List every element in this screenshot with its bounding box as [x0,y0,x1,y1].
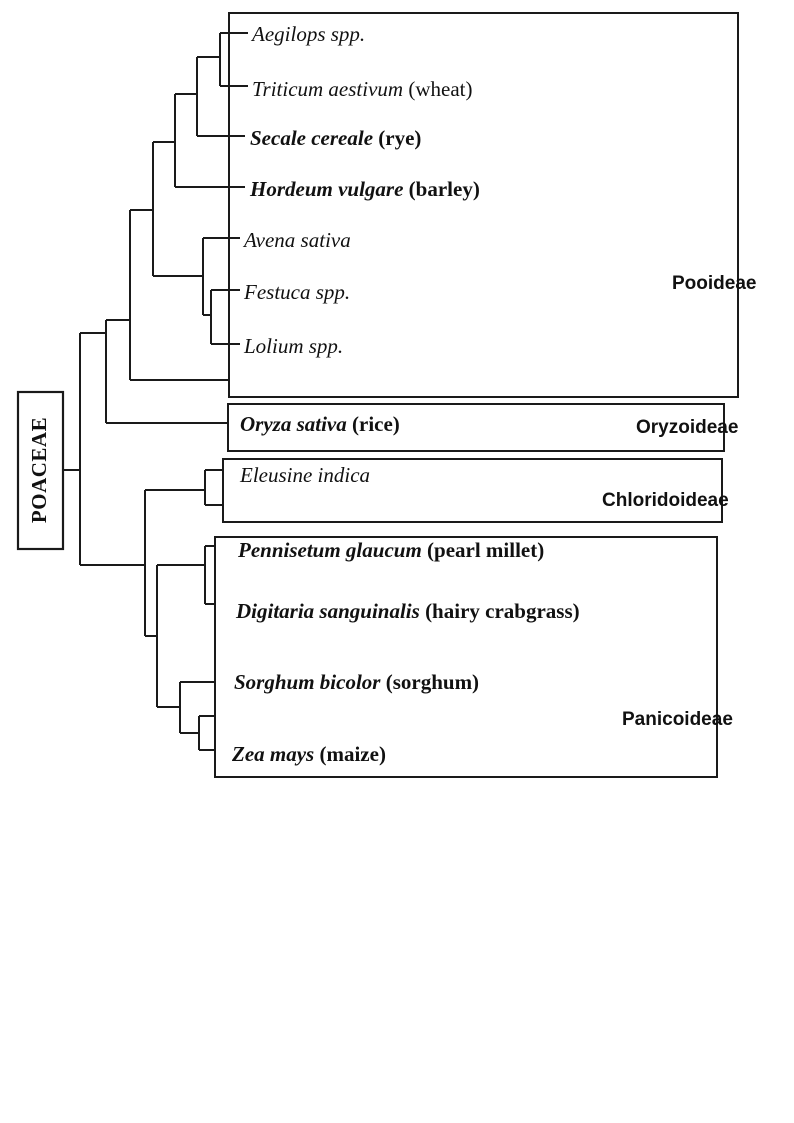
taxon-label-aegilops: Aegilops spp. [250,22,365,46]
taxon-label-lolium: Lolium spp. [243,334,343,358]
taxon-label-zea: Zea mays (maize) [231,742,386,766]
chloridoideae-box [222,458,723,523]
taxon-label-eleusine: Eleusine indica [239,463,370,487]
subfamily-label-panicoideae: Panicoideae [622,709,733,730]
pooideae-box [228,12,739,398]
oryzoideae-box [227,403,725,452]
tree-branches [63,32,248,751]
taxon-label-secale: Secale cereale (rye) [250,126,421,150]
subfamily-label-chloridoideae: Chloridoideae [602,490,729,511]
root-label: POACEAE [27,417,51,523]
taxon-label-pennisetum: Pennisetum glaucum (pearl millet) [237,538,544,562]
taxon-label-digitaria: Digitaria sanguinalis (hairy crabgrass) [235,599,580,623]
taxon-label-hordeum: Hordeum vulgare (barley) [249,177,480,201]
taxon-label-triticum: Triticum aestivum (wheat) [252,77,472,101]
taxon-label-sorghum: Sorghum bicolor (sorghum) [234,670,479,694]
taxon-label-oryza: Oryza sativa (rice) [240,412,400,436]
subfamily-label-oryzoideae: Oryzoideae [636,417,738,438]
taxon-label-festuca: Festuca spp. [243,280,350,304]
taxon-label-avena: Avena sativa [242,228,351,252]
panicoideae-box [214,536,718,778]
subfamily-label-pooideae: Pooideae [672,273,756,294]
